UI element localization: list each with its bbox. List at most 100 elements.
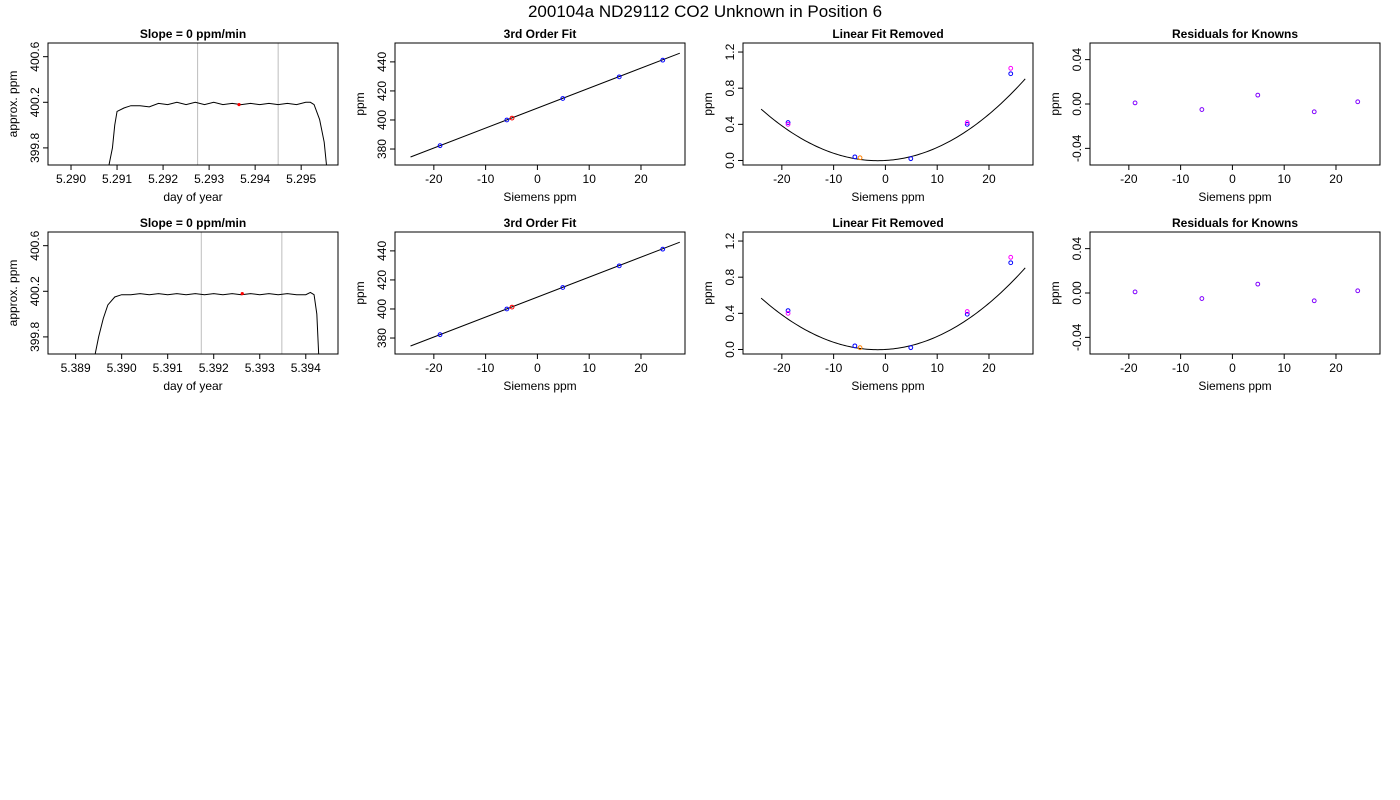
- x-tick-label: 0: [534, 172, 541, 186]
- data-point: [1132, 100, 1138, 106]
- y-axis-label: ppm: [1048, 92, 1062, 115]
- plot-frame: [742, 231, 1034, 355]
- x-tick-label: 5.394: [291, 361, 321, 375]
- y-tick-label: 0.04: [1070, 237, 1084, 261]
- x-tick-label: 5.292: [148, 172, 178, 186]
- data-point: [504, 306, 510, 312]
- x-tick-label: 0: [882, 172, 889, 186]
- x-axis-label: Siemens ppm: [851, 190, 924, 204]
- plot-area: [410, 52, 681, 158]
- data-point: [1311, 298, 1317, 304]
- y-tick-label: 380: [375, 139, 389, 159]
- data-point: [616, 74, 622, 80]
- y-tick-label: 1.2: [723, 43, 737, 60]
- y-axis-label: ppm: [701, 92, 715, 115]
- y-tick-label: 0.8: [723, 269, 737, 286]
- plot-area: [410, 241, 681, 347]
- plot-frame: [394, 231, 686, 355]
- x-tick-label: 5.293: [194, 172, 224, 186]
- y-tick-label: 400.6: [28, 41, 42, 71]
- data-point: [964, 121, 970, 127]
- y-tick-label: 440: [375, 241, 389, 261]
- panel-title: Linear Fit Removed: [832, 27, 943, 41]
- data-point: [1355, 288, 1361, 294]
- panel-title: Residuals for Knowns: [1172, 216, 1298, 230]
- data-point: [1008, 71, 1014, 77]
- data-point: [1199, 107, 1205, 112]
- panel-title: Linear Fit Removed: [832, 216, 943, 230]
- panel-r1c2: 3rd Order Fit -20 -10 0 10 20 380 400 420 440 Siem…: [353, 27, 686, 204]
- x-tick-label: -10: [477, 172, 495, 186]
- fit-curve: [760, 267, 1026, 351]
- panel-r2c3: Linear Fit Removed -20 -10 0 10 20 0.0 0.4 0.8 1.…: [701, 216, 1034, 393]
- y-tick-label: -0.04: [1070, 134, 1084, 162]
- data-point: [560, 285, 566, 290]
- data-point: [509, 115, 515, 121]
- x-tick-label: -20: [1120, 172, 1138, 186]
- x-tick-label: 10: [583, 172, 597, 186]
- x-axis-label: Siemens ppm: [503, 190, 576, 204]
- y-tick-label: 400.6: [28, 230, 42, 260]
- x-tick-label: 0: [1229, 361, 1236, 375]
- plot-frame: [47, 42, 339, 166]
- panel-r1c3: Linear Fit Removed -20 -10 0 10 20 0.0 0.4 0.8 1.…: [701, 27, 1034, 204]
- y-tick-label: 0.8: [723, 80, 737, 97]
- data-point: [1255, 92, 1261, 98]
- data-point: [1132, 289, 1138, 295]
- x-tick-label: 5.294: [240, 172, 270, 186]
- data-point: [908, 345, 914, 351]
- plot-frame: [394, 42, 686, 166]
- x-axis-label: Siemens ppm: [1198, 190, 1271, 204]
- data-point: [785, 121, 791, 127]
- figure-title: 200104a ND29112 CO2 Unknown in Position …: [528, 2, 882, 21]
- x-tick-label: 5.393: [245, 361, 275, 375]
- x-tick-label: 0: [882, 361, 889, 375]
- plot-frame: [47, 231, 339, 355]
- data-point: [785, 120, 791, 125]
- data-point: [660, 57, 666, 63]
- x-tick-label: -20: [773, 361, 791, 375]
- data-point: [1008, 254, 1014, 260]
- data-point: [964, 120, 970, 125]
- data-point: [509, 304, 515, 310]
- panel-r2c2: 3rd Order Fit -20 -10 0 10 20 380 400 420 440 Siem…: [353, 216, 686, 393]
- y-tick-label: 0.0: [723, 341, 737, 358]
- x-tick-label: 5.295: [286, 172, 316, 186]
- data-point: [1255, 281, 1261, 287]
- data-point: [964, 309, 970, 314]
- panel-r1c4: Residuals for Knowns -20 -10 0 10 20 -0.04 0.00…: [1048, 27, 1381, 204]
- x-axis-label: Siemens ppm: [851, 379, 924, 393]
- panel-title: 3rd Order Fit: [504, 216, 577, 230]
- x-tick-label: 20: [1329, 172, 1343, 186]
- x-tick-label: 20: [982, 172, 996, 186]
- y-tick-label: 399.8: [28, 322, 42, 352]
- data-point: [785, 308, 791, 314]
- panel-title: Slope = 0 ppm/min: [140, 27, 246, 41]
- fit-line: [410, 52, 681, 158]
- panel-r1c1: Slope = 0 ppm/min 5.290 5.291 5.292 5.293 5.2…: [6, 27, 339, 204]
- y-tick-label: 1.2: [723, 232, 737, 249]
- x-tick-label: 0: [534, 361, 541, 375]
- y-tick-label: 0.00: [1070, 281, 1084, 305]
- y-tick-label: 420: [375, 270, 389, 290]
- plot-area: [760, 65, 1026, 162]
- panel-grid: Slope = 0 ppm/min 5.290 5.291 5.292 5.293 5.2…: [6, 27, 1381, 393]
- data-point: [1311, 109, 1317, 115]
- x-axis-label: day of year: [163, 379, 222, 393]
- x-tick-label: -20: [1120, 361, 1138, 375]
- x-tick-label: 5.291: [102, 172, 132, 186]
- data-point: [1199, 296, 1205, 301]
- x-tick-label: -10: [1172, 361, 1190, 375]
- plot-area: [1132, 281, 1361, 304]
- plot-frame: [742, 42, 1034, 166]
- x-tick-label: 10: [931, 361, 945, 375]
- plot-area: [1132, 92, 1361, 115]
- x-axis-label: day of year: [163, 190, 222, 204]
- x-tick-label: -10: [825, 361, 843, 375]
- y-axis-label: ppm: [701, 281, 715, 304]
- plot-area: [760, 254, 1026, 351]
- data-point: [437, 143, 443, 149]
- y-tick-label: 420: [375, 81, 389, 101]
- unknown-marker: [237, 102, 241, 107]
